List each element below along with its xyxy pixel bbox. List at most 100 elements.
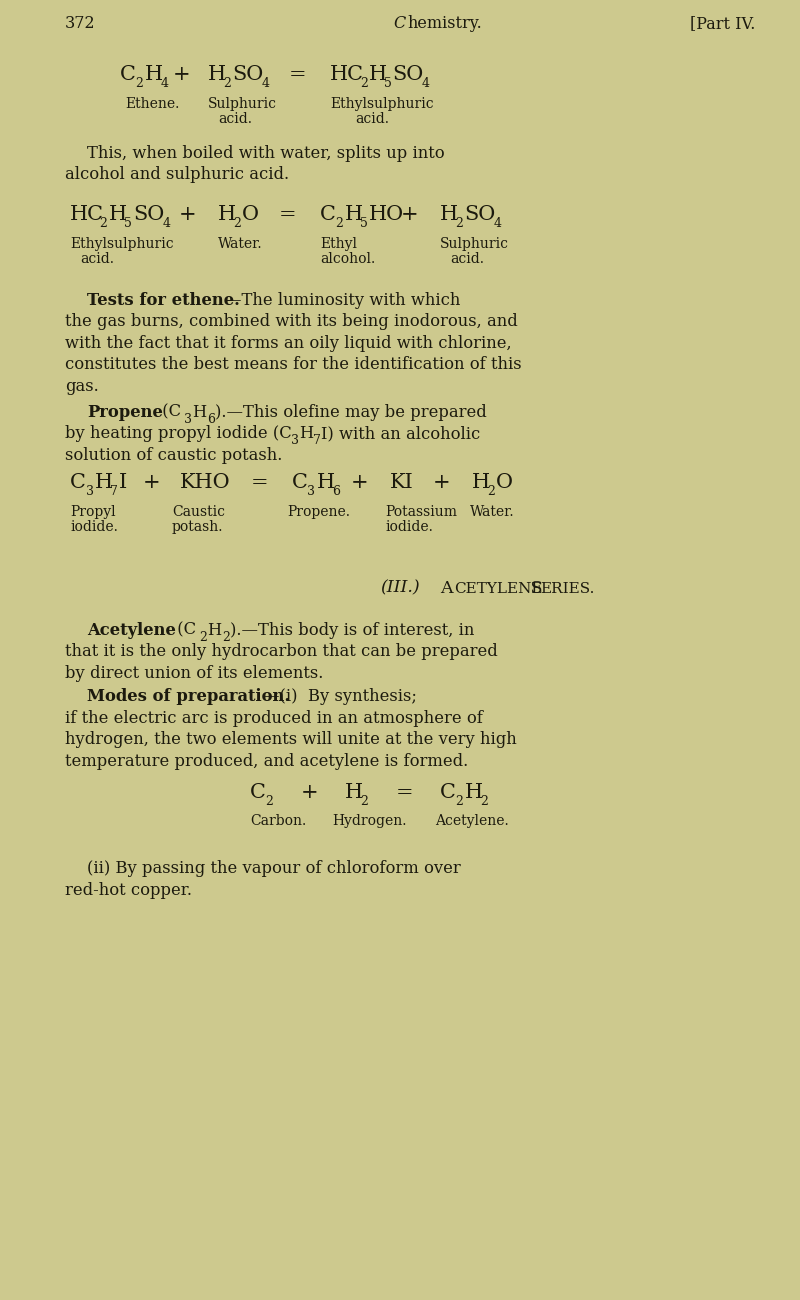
- Text: iodide.: iodide.: [70, 520, 118, 534]
- Text: =: =: [251, 473, 269, 491]
- Text: 2: 2: [199, 630, 207, 644]
- Text: Propene.: Propene.: [287, 504, 350, 519]
- Text: 6: 6: [332, 485, 340, 498]
- Text: ).—This body is of interest, in: ).—This body is of interest, in: [230, 621, 474, 638]
- Text: =: =: [396, 783, 414, 802]
- Text: S: S: [525, 580, 542, 597]
- Text: 2: 2: [455, 217, 463, 230]
- Text: alcohol and sulphuric acid.: alcohol and sulphuric acid.: [65, 166, 289, 183]
- Text: H: H: [207, 621, 221, 638]
- Text: Sulphuric: Sulphuric: [440, 237, 509, 251]
- Text: 2: 2: [360, 77, 368, 90]
- Text: H: H: [94, 473, 113, 491]
- Text: Tests for ethene.: Tests for ethene.: [87, 292, 240, 309]
- Text: Ethylsulphuric: Ethylsulphuric: [330, 98, 434, 111]
- Text: the gas burns, combined with its being inodorous, and: the gas burns, combined with its being i…: [65, 313, 518, 330]
- Text: Ethylsulphuric: Ethylsulphuric: [70, 237, 174, 251]
- Text: 5: 5: [384, 77, 392, 90]
- Text: H: H: [465, 783, 482, 802]
- Text: 2: 2: [222, 630, 230, 644]
- Text: H: H: [369, 65, 387, 84]
- Text: 2: 2: [99, 217, 107, 230]
- Text: hydrogen, the two elements will unite at the very high: hydrogen, the two elements will unite at…: [65, 732, 517, 749]
- Text: A: A: [440, 580, 453, 597]
- Text: +: +: [401, 205, 419, 224]
- Text: O: O: [242, 205, 259, 224]
- Text: 4: 4: [422, 77, 430, 90]
- Text: solution of caustic potash.: solution of caustic potash.: [65, 447, 282, 464]
- Text: H: H: [192, 404, 206, 421]
- Text: 2: 2: [360, 796, 368, 809]
- Text: Carbon.: Carbon.: [250, 814, 306, 828]
- Text: C: C: [292, 473, 308, 491]
- Text: —The luminosity with which: —The luminosity with which: [225, 292, 460, 309]
- Text: +: +: [433, 473, 451, 491]
- Text: Acetylene.: Acetylene.: [435, 814, 509, 828]
- Text: +: +: [179, 205, 197, 224]
- Text: KHO: KHO: [180, 473, 230, 491]
- Text: H: H: [218, 205, 236, 224]
- Text: 3: 3: [307, 485, 315, 498]
- Text: H: H: [299, 425, 313, 442]
- Text: 3: 3: [291, 434, 299, 447]
- Text: 2: 2: [480, 796, 488, 809]
- Text: (III.): (III.): [380, 580, 420, 597]
- Text: H: H: [440, 205, 458, 224]
- Text: 2: 2: [223, 77, 231, 90]
- Text: H: H: [345, 205, 362, 224]
- Text: Acetylene: Acetylene: [87, 621, 176, 638]
- Text: Ethene.: Ethene.: [125, 98, 179, 111]
- Text: SO: SO: [232, 65, 263, 84]
- Text: 4: 4: [262, 77, 270, 90]
- Text: temperature produced, and acetylene is formed.: temperature produced, and acetylene is f…: [65, 753, 468, 770]
- Text: +: +: [173, 65, 191, 84]
- Text: 2: 2: [266, 796, 274, 809]
- Text: 6: 6: [207, 413, 215, 426]
- Text: H: H: [145, 65, 163, 84]
- Text: H: H: [317, 473, 334, 491]
- Text: C: C: [440, 783, 456, 802]
- Text: H: H: [109, 205, 126, 224]
- Text: 372: 372: [65, 16, 96, 32]
- Text: 2: 2: [233, 217, 241, 230]
- Text: Ethyl: Ethyl: [320, 237, 357, 251]
- Text: C: C: [120, 65, 136, 84]
- Text: alcohol.: alcohol.: [320, 252, 375, 266]
- Text: ERIES.: ERIES.: [540, 581, 594, 595]
- Text: —(i)  By synthesis;: —(i) By synthesis;: [263, 689, 417, 706]
- Text: 5: 5: [124, 217, 132, 230]
- Text: acid.: acid.: [450, 252, 484, 266]
- Text: +: +: [301, 783, 319, 802]
- Text: 7: 7: [313, 434, 321, 447]
- Text: Sulphuric: Sulphuric: [208, 98, 277, 111]
- Text: +: +: [351, 473, 369, 491]
- Text: This, when boiled with water, splits up into: This, when boiled with water, splits up …: [87, 146, 445, 162]
- Text: 4: 4: [161, 77, 169, 90]
- Text: with the fact that it forms an oily liquid with chlorine,: with the fact that it forms an oily liqu…: [65, 335, 512, 352]
- Text: H: H: [345, 783, 363, 802]
- Text: 5: 5: [360, 217, 368, 230]
- Text: 4: 4: [163, 217, 171, 230]
- Text: =: =: [289, 65, 307, 84]
- Text: (ii) By passing the vapour of chloroform over: (ii) By passing the vapour of chloroform…: [87, 861, 461, 878]
- Text: Modes of preparation.: Modes of preparation.: [87, 689, 290, 706]
- Text: HC: HC: [330, 65, 364, 84]
- Text: (C: (C: [172, 621, 196, 638]
- Text: =: =: [279, 205, 297, 224]
- Text: by heating propyl iodide (C: by heating propyl iodide (C: [65, 425, 292, 442]
- Text: Potassium: Potassium: [385, 504, 457, 519]
- Text: 4: 4: [494, 217, 502, 230]
- Text: by direct union of its elements.: by direct union of its elements.: [65, 664, 323, 681]
- Text: 2: 2: [335, 217, 343, 230]
- Text: constitutes the best means for the identification of this: constitutes the best means for the ident…: [65, 356, 522, 373]
- Text: 7: 7: [110, 485, 118, 498]
- Text: Water.: Water.: [218, 237, 262, 251]
- Text: gas.: gas.: [65, 378, 98, 395]
- Text: if the electric arc is produced in an atmosphere of: if the electric arc is produced in an at…: [65, 710, 483, 727]
- Text: hemistry.: hemistry.: [407, 16, 482, 32]
- Text: H: H: [472, 473, 490, 491]
- Text: 2: 2: [135, 77, 143, 90]
- Text: acid.: acid.: [218, 113, 252, 126]
- Text: KI: KI: [390, 473, 414, 491]
- Text: Hydrogen.: Hydrogen.: [332, 814, 406, 828]
